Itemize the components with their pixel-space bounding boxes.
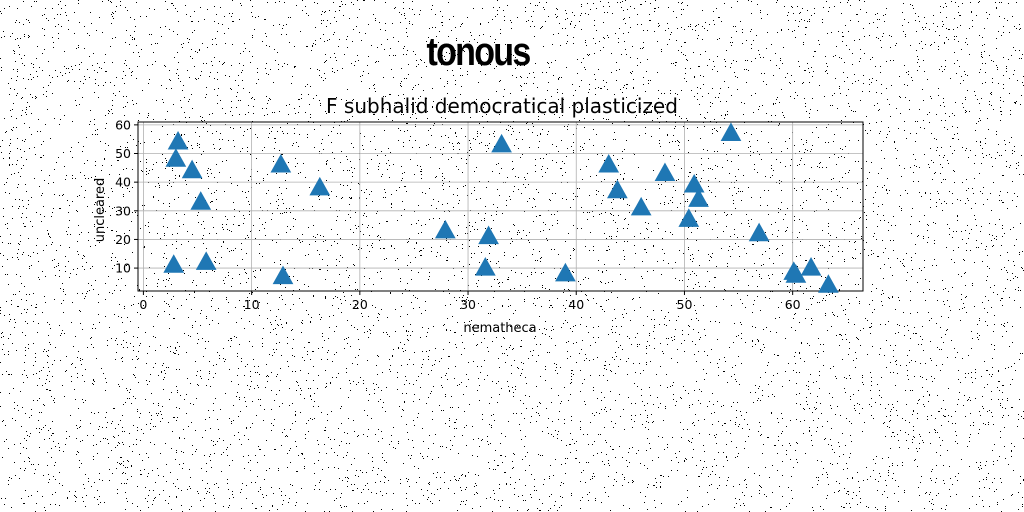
data-point	[478, 225, 499, 245]
y-axis: 10 20 30 40 50 60	[115, 117, 138, 276]
y-tick-label: 50	[115, 146, 131, 161]
data-point	[555, 262, 576, 282]
y-tick-label: 30	[115, 203, 131, 218]
data-point	[654, 162, 676, 182]
y-tick-label: 20	[115, 232, 131, 247]
data-point	[688, 188, 709, 207]
data-point	[800, 257, 822, 276]
y-tick-label: 10	[115, 261, 131, 276]
data-point	[181, 159, 203, 179]
y-tick-label: 60	[115, 117, 131, 132]
data-point	[195, 251, 217, 270]
data-point	[818, 274, 839, 293]
data-point	[720, 122, 742, 141]
x-tick-label: 0	[139, 297, 147, 312]
data-point	[190, 191, 212, 210]
y-axis-label: uncleared	[93, 178, 108, 243]
data-point	[598, 153, 620, 173]
data-point	[630, 196, 652, 216]
x-tick-label: 40	[568, 297, 584, 312]
data-point	[491, 133, 512, 153]
data-point	[678, 208, 700, 227]
y-tick-label: 40	[115, 175, 131, 190]
data-point	[270, 153, 292, 173]
data-point	[434, 219, 456, 239]
x-tick-label: 30	[460, 297, 476, 312]
data-point	[607, 179, 628, 199]
x-tick-label: 20	[352, 297, 368, 312]
data-point	[748, 222, 770, 242]
data-point	[309, 176, 331, 196]
x-tick-label: 60	[785, 297, 801, 312]
data-point	[163, 254, 185, 273]
x-tick-label: 10	[244, 297, 260, 312]
x-axis: 0 10 20 30 40 50 60	[139, 291, 801, 312]
data-point	[167, 131, 189, 150]
page-title: tonous	[426, 30, 531, 74]
data-point	[272, 265, 294, 285]
chart-title: F subhalid democratical plasticized	[326, 94, 678, 118]
grid	[138, 122, 863, 291]
x-tick-label: 50	[677, 297, 693, 312]
plot-area	[137, 121, 864, 292]
data-point	[474, 257, 496, 276]
data-point	[785, 264, 807, 283]
data-point	[165, 148, 187, 167]
data-point	[683, 173, 705, 193]
data-points	[163, 122, 839, 293]
x-axis-label: nematheca	[463, 321, 536, 336]
